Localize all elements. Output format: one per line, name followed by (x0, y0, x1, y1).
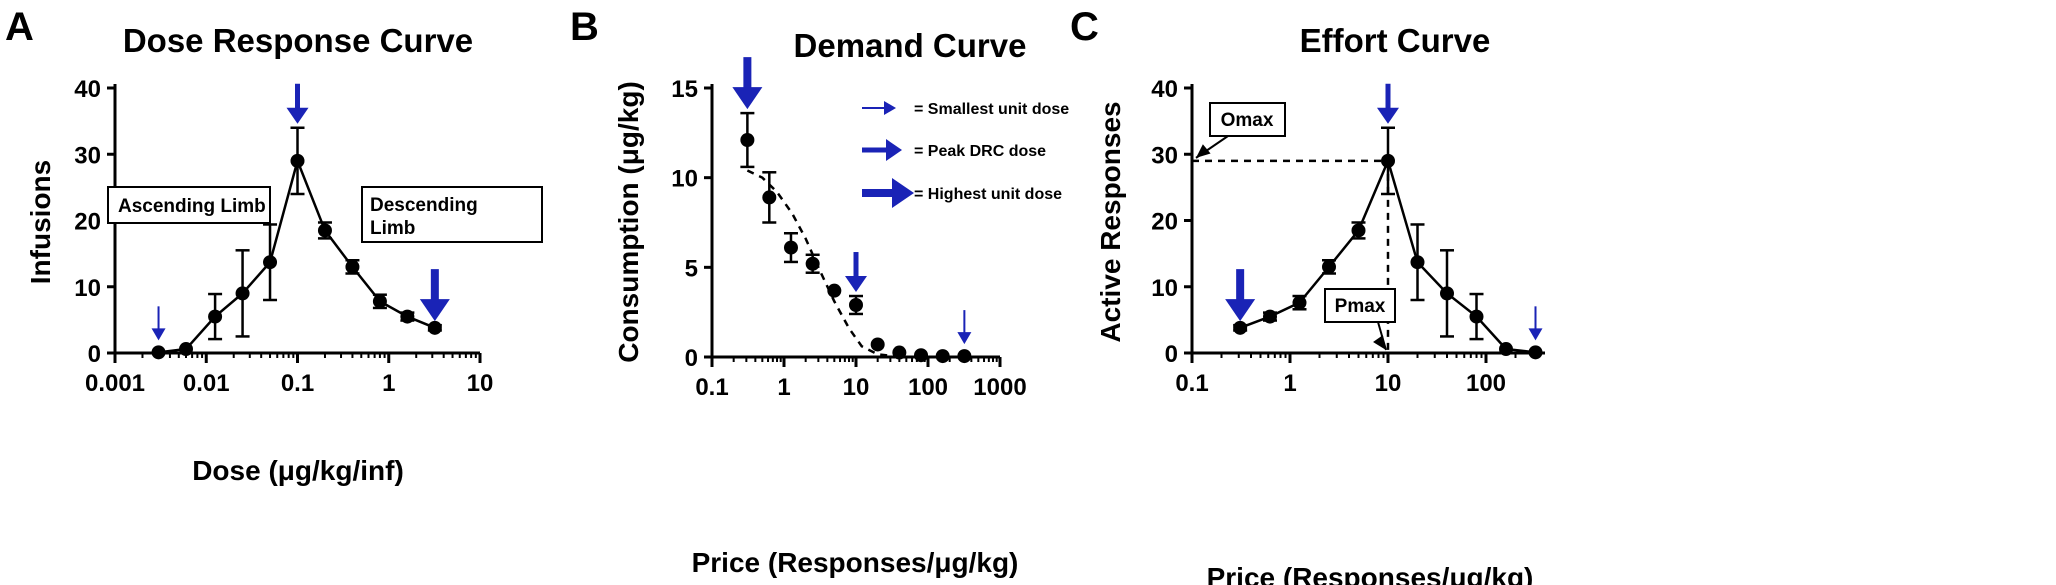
panel-b-xtick-label: 1 (777, 374, 790, 401)
panel-b-legend-arrow-large (862, 178, 914, 208)
panel-b-legend-text-small: = Smallest unit dose (914, 101, 1069, 118)
panel-a-arrow-small (151, 306, 166, 341)
panel-a-xtick-label: 10 (467, 370, 494, 397)
panel-a-ytick-label: 0 (88, 341, 101, 368)
panel-a-ytick-label: 10 (74, 275, 101, 302)
panel-b-legend-arrow-small (862, 101, 896, 115)
panel-c-ytick-label: 10 (1151, 275, 1178, 302)
panel-c-letter: C (1070, 5, 1099, 49)
panel-a-xtick-label: 1 (382, 370, 395, 397)
panel-b-ylabel: Consumption (μg/kg) (613, 81, 644, 363)
panel-b-ytick-label: 5 (685, 255, 698, 282)
panel-b-data-point (762, 190, 777, 205)
panel-b-data-point (783, 240, 798, 255)
panel-b-data-point (892, 345, 907, 360)
panel-c-data-point (1469, 309, 1484, 324)
panel-a-ytick-label: 40 (74, 76, 101, 103)
panel-b-data-point (827, 283, 842, 298)
panel-a-ylabel: Infusions (25, 160, 56, 284)
panel-b-ytick-label: 0 (685, 345, 698, 372)
panel-a-title: Dose Response Curve (123, 22, 473, 59)
panel-c-ytick-label: 40 (1151, 76, 1178, 103)
panel-b-legend-text-medium: = Peak DRC dose (914, 143, 1046, 160)
panel-c-title: Effort Curve (1300, 22, 1491, 59)
panel-b-data-point (849, 297, 863, 312)
panel-a-xtick-label: 0.1 (281, 370, 314, 397)
panel-c-arrow-medium (1376, 83, 1399, 124)
panel-a-data-point (151, 345, 166, 360)
panel-b-data-point (957, 349, 972, 364)
panel-a-ascending-box (107, 186, 271, 224)
panel-c-data-point (1351, 223, 1366, 238)
panel-a-xtick-label: 0.01 (183, 370, 230, 397)
panel-c-data-point (1410, 255, 1425, 270)
panel-c-omax-label: Omax (1221, 110, 1274, 131)
panel-b-data-point (740, 133, 755, 148)
panel-c-data-point (1292, 295, 1307, 310)
panel-a-descending-box (361, 186, 543, 243)
panel-b-xtick-label: 10 (843, 374, 870, 401)
panel-b-legend-text-large: = Highest unit dose (914, 186, 1062, 203)
panel-c-data-point (1440, 286, 1455, 301)
panel-c-xtick-label: 100 (1466, 370, 1506, 397)
panel-b-data-point (914, 348, 929, 363)
panel-a-data-point (263, 255, 278, 270)
panel-a-data-point (427, 320, 442, 335)
panel-a-data-point (400, 309, 415, 324)
panel-b-legend-arrow-medium (862, 139, 902, 161)
panel-a-ytick-label: 30 (74, 142, 101, 169)
panel-b-xlabel: Price (Responses/μg/kg) (692, 547, 1019, 578)
panel-b-xtick-label: 100 (908, 374, 948, 401)
panel-c-pmax-box (1324, 288, 1396, 323)
panel-b-data-point (870, 337, 885, 352)
panel-c-xtick-label: 0.1 (1175, 370, 1208, 397)
panel-b-letter: B (570, 5, 599, 49)
panel-b-ytick-label: 10 (671, 166, 698, 193)
panel-c-pmax-arrowhead (1373, 335, 1386, 350)
panel-a-descending-label-2: Limb (370, 218, 415, 239)
panel-c-omax-box (1209, 102, 1286, 137)
panel-c-ytick-label: 30 (1151, 142, 1178, 169)
panel-c-data-point (1233, 320, 1248, 335)
panel-c-arrow-small (1528, 306, 1543, 341)
panel-b-arrow-small (957, 310, 972, 345)
panel-b-arrow-medium (845, 252, 867, 293)
panel-a-data-point (372, 294, 387, 309)
panel-b-data-point (805, 256, 820, 271)
panel-b-data-point (935, 349, 950, 364)
panel-a-descending-label-1: Descending (370, 195, 478, 216)
panel-b-xtick-label: 1000 (973, 374, 1026, 401)
panel-a-data-point (179, 342, 194, 357)
panel-a-letter: A (5, 5, 34, 49)
panel-c-data-point (1499, 342, 1514, 357)
panel-c-omax-arrowhead (1196, 144, 1211, 158)
panel-a-data-point (235, 286, 250, 301)
panel-c-ylabel: Active Responses (1095, 101, 1126, 342)
panel-c-ytick-label: 20 (1151, 209, 1178, 236)
panel-c-xlabel: Price (Responses/μg/kg) (1207, 562, 1534, 585)
panel-a-data-point (317, 223, 332, 238)
panel-a-data-point (290, 153, 305, 168)
panel-a-ytick-label: 20 (74, 209, 101, 236)
panel-b-ytick-label: 15 (671, 76, 698, 103)
panel-a-xtick-label: 0.001 (85, 370, 145, 397)
panel-c-data-point (1321, 259, 1336, 274)
panel-a-arrow-medium (286, 83, 309, 124)
panel-c-pmax-label: Pmax (1335, 296, 1386, 317)
panel-a-ascending-label: Ascending Limb (118, 196, 266, 217)
panel-c-xtick-label: 1 (1283, 370, 1296, 397)
panel-c-data-point (1528, 345, 1543, 360)
panel-c-data-point (1262, 309, 1277, 324)
panel-a-arrow-large (419, 269, 450, 322)
panel-a-data-point (208, 309, 223, 324)
panel-c-xtick-label: 10 (1375, 370, 1402, 397)
panel-b-arrow-large (732, 57, 763, 110)
panel-b-title: Demand Curve (794, 27, 1027, 64)
panel-a-xlabel: Dose (μg/kg/inf) (192, 455, 404, 486)
panel-c-ytick-label: 0 (1165, 341, 1178, 368)
panel-c-arrow-large (1225, 269, 1256, 322)
panel-a-data-point (345, 259, 360, 274)
panel-b-xtick-label: 0.1 (695, 374, 728, 401)
